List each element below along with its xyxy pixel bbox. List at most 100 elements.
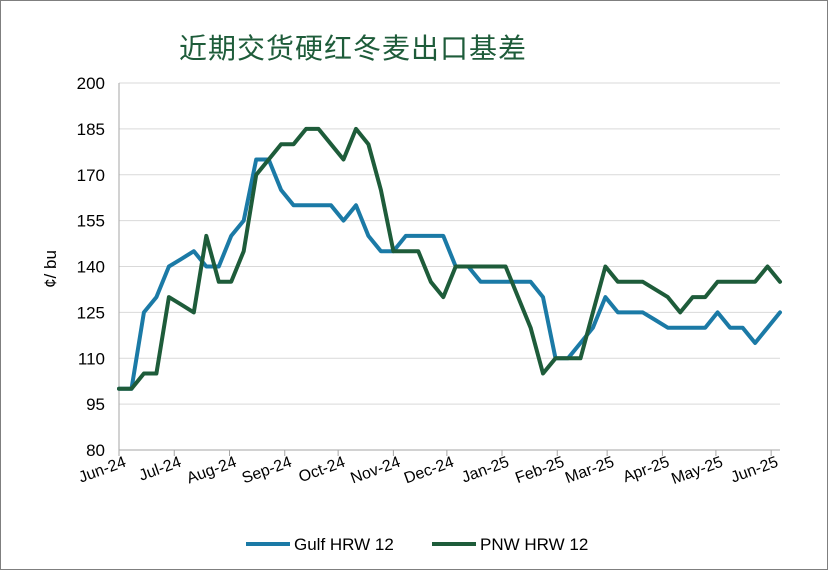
data-point	[716, 311, 719, 314]
data-point	[180, 257, 183, 261]
x-tick-label: Jun-25	[729, 454, 781, 487]
data-point	[167, 265, 171, 268]
data-point	[117, 387, 121, 391]
x-tick-label: Aug-24	[185, 454, 239, 488]
data-point	[304, 127, 308, 131]
data-point	[155, 295, 158, 299]
y-tick-label: 125	[77, 303, 105, 322]
data-point	[654, 318, 657, 322]
data-point	[753, 341, 757, 345]
data-point	[516, 295, 520, 299]
data-point	[417, 250, 420, 253]
data-point	[304, 204, 308, 207]
data-point	[267, 158, 270, 161]
legend-label: PNW HRW 12	[480, 535, 588, 554]
y-axis-label: ¢/ bu	[41, 250, 60, 288]
data-point	[379, 250, 383, 253]
data-point	[142, 372, 146, 375]
x-tick-label: Feb-25	[513, 454, 567, 487]
y-tick-label: 140	[77, 258, 105, 277]
data-point	[354, 127, 358, 131]
x-tick-label: Nov-24	[348, 454, 402, 488]
data-point	[254, 158, 258, 161]
data-point	[716, 280, 719, 283]
data-point	[205, 265, 208, 268]
data-point	[741, 280, 744, 283]
data-point	[354, 204, 358, 207]
data-point	[778, 311, 782, 314]
data-point	[778, 280, 782, 283]
data-point	[404, 250, 408, 253]
x-tick-label: Dec-24	[402, 454, 456, 488]
data-point	[566, 357, 570, 360]
data-point	[279, 188, 283, 192]
data-point	[429, 234, 432, 238]
data-point	[629, 280, 632, 283]
data-point	[654, 288, 657, 291]
x-tick-labels: Jun-24 Jul-24 Aug-24 Sep-24 Oct-24 Nov-24 Dec-…	[77, 450, 781, 488]
data-point	[604, 265, 607, 268]
data-point	[491, 265, 495, 268]
data-point	[404, 234, 408, 238]
data-point	[155, 372, 158, 375]
data-point	[629, 311, 632, 314]
chart-title: 近期交货硬红冬麦出口基差	[179, 32, 528, 65]
data-point	[217, 265, 220, 268]
y-tick-label: 80	[86, 441, 105, 460]
data-point	[504, 265, 507, 268]
data-point	[766, 265, 769, 268]
data-point	[442, 234, 445, 238]
legend-label: Gulf HRW 12	[294, 535, 394, 554]
data-point	[379, 188, 383, 192]
data-point	[728, 326, 732, 329]
data-point	[479, 265, 482, 268]
data-point	[666, 326, 669, 329]
data-point	[679, 326, 682, 329]
data-point	[329, 204, 333, 207]
x-tick-label: Jul-24	[137, 454, 184, 485]
data-point	[342, 219, 345, 222]
data-point	[442, 295, 445, 299]
data-point	[666, 295, 669, 299]
data-point	[292, 204, 295, 207]
legend: Gulf HRW 12 PNW HRW 12	[246, 535, 588, 554]
data-point	[491, 280, 495, 283]
y-tick-label: 200	[77, 74, 105, 93]
data-point	[317, 204, 320, 207]
x-tick-label: May-25	[669, 454, 725, 488]
data-point	[703, 295, 707, 299]
data-point	[429, 280, 432, 283]
data-point	[554, 357, 557, 360]
data-point	[728, 280, 732, 283]
data-point	[192, 311, 196, 314]
data-point	[541, 372, 545, 375]
data-point	[529, 280, 532, 283]
data-point	[367, 142, 370, 146]
y-tick-labels: 80 95 110 125 140 155 170 185 200	[77, 74, 105, 460]
data-point	[479, 280, 482, 283]
data-point	[192, 250, 196, 253]
data-point	[292, 142, 295, 146]
data-point	[317, 127, 320, 131]
data-point	[242, 219, 245, 222]
data-point	[367, 234, 370, 238]
data-point	[604, 295, 607, 299]
gridlines	[119, 82, 780, 405]
data-point	[691, 326, 694, 329]
x-tick-label: Jan-25	[460, 454, 512, 487]
data-point	[230, 234, 233, 238]
x-tick-label: Sep-24	[240, 454, 294, 488]
data-point	[679, 311, 682, 314]
data-point	[392, 250, 395, 253]
series-line-0	[117, 157, 782, 391]
y-tick-label: 170	[77, 166, 105, 185]
data-point	[167, 295, 171, 299]
data-point	[616, 311, 620, 314]
data-point	[753, 280, 757, 283]
data-point	[417, 234, 420, 238]
data-point	[579, 357, 582, 360]
data-point	[342, 158, 345, 161]
data-point	[691, 295, 694, 299]
